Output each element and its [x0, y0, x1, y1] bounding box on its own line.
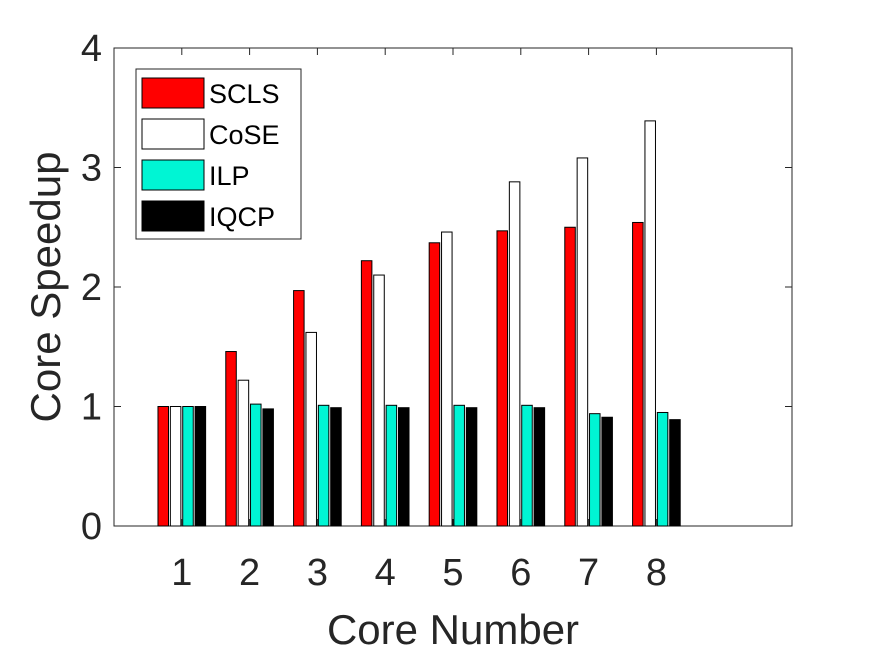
bar-scls-4 — [360, 260, 373, 527]
x-tick-label: 7 — [578, 552, 599, 594]
bar-cose-2 — [237, 379, 250, 527]
x-tick-label: 4 — [375, 552, 396, 594]
bar-iqcp-2 — [262, 408, 274, 527]
legend: SCLS CoSE ILP IQCP — [135, 68, 302, 240]
bar-iqcp-5 — [465, 407, 478, 527]
bar-iqcp-6 — [533, 407, 546, 527]
y-tick-label: 4 — [81, 28, 102, 70]
bar-cose-8 — [644, 120, 656, 527]
bar-ilp-4 — [385, 404, 398, 527]
bar-cose-4 — [373, 274, 385, 527]
bar-cose-7 — [576, 157, 589, 527]
bar-ilp-8 — [656, 411, 669, 527]
bar-scls-7 — [564, 226, 576, 527]
bar-scls-2 — [225, 351, 237, 527]
bar-scls-1 — [157, 406, 169, 527]
legend-label-scls: SCLS — [209, 79, 280, 109]
y-tick-label: 3 — [81, 148, 102, 190]
x-tick-label: 3 — [307, 552, 328, 594]
bar-scls-5 — [428, 242, 441, 527]
legend-label-iqcp: IQCP — [209, 202, 275, 232]
y-tick-label: 0 — [81, 506, 102, 548]
bar-cose-6 — [508, 181, 521, 527]
bar-ilp-1 — [182, 406, 194, 527]
bar-scls-3 — [293, 290, 305, 527]
bars-group — [157, 120, 681, 527]
bar-ilp-5 — [453, 404, 465, 527]
bar-iqcp-4 — [398, 407, 410, 527]
bar-ilp-7 — [589, 413, 601, 527]
x-tick-label: 6 — [510, 552, 531, 594]
bar-cose-5 — [441, 231, 453, 527]
bar-scls-8 — [632, 221, 644, 527]
bar-iqcp-7 — [601, 416, 613, 527]
y-axis-label: Core Speedup — [22, 152, 69, 423]
legend-swatch-cose — [141, 118, 205, 150]
legend-swatch-ilp — [141, 159, 205, 191]
bar-cose-3 — [305, 331, 317, 527]
bar-ilp-2 — [250, 403, 262, 527]
y-tick-label: 1 — [81, 387, 102, 429]
x-tick-label: 1 — [171, 552, 192, 594]
legend-label-cose: CoSE — [209, 120, 280, 150]
x-tick-label: 2 — [239, 552, 260, 594]
bar-cose-1 — [169, 406, 182, 527]
legend-swatch-scls — [141, 77, 205, 109]
x-axis-label: Core Number — [327, 606, 579, 653]
bar-iqcp-3 — [330, 407, 342, 527]
bar-iqcp-1 — [194, 406, 207, 527]
bar-ilp-6 — [521, 404, 533, 527]
x-tick-label: 8 — [646, 552, 667, 594]
y-tick-label: 2 — [81, 267, 102, 309]
bar-ilp-3 — [317, 404, 330, 527]
bar-scls-6 — [496, 230, 509, 527]
bar-iqcp-8 — [669, 419, 681, 527]
y-axis-ticks: 0 1 2 3 4 — [81, 28, 792, 548]
legend-label-ilp: ILP — [209, 161, 250, 191]
legend-swatch-iqcp — [141, 200, 205, 232]
x-tick-label: 5 — [442, 552, 463, 594]
x-axis-ticks: 1 2 3 4 5 6 7 8 — [171, 48, 667, 594]
